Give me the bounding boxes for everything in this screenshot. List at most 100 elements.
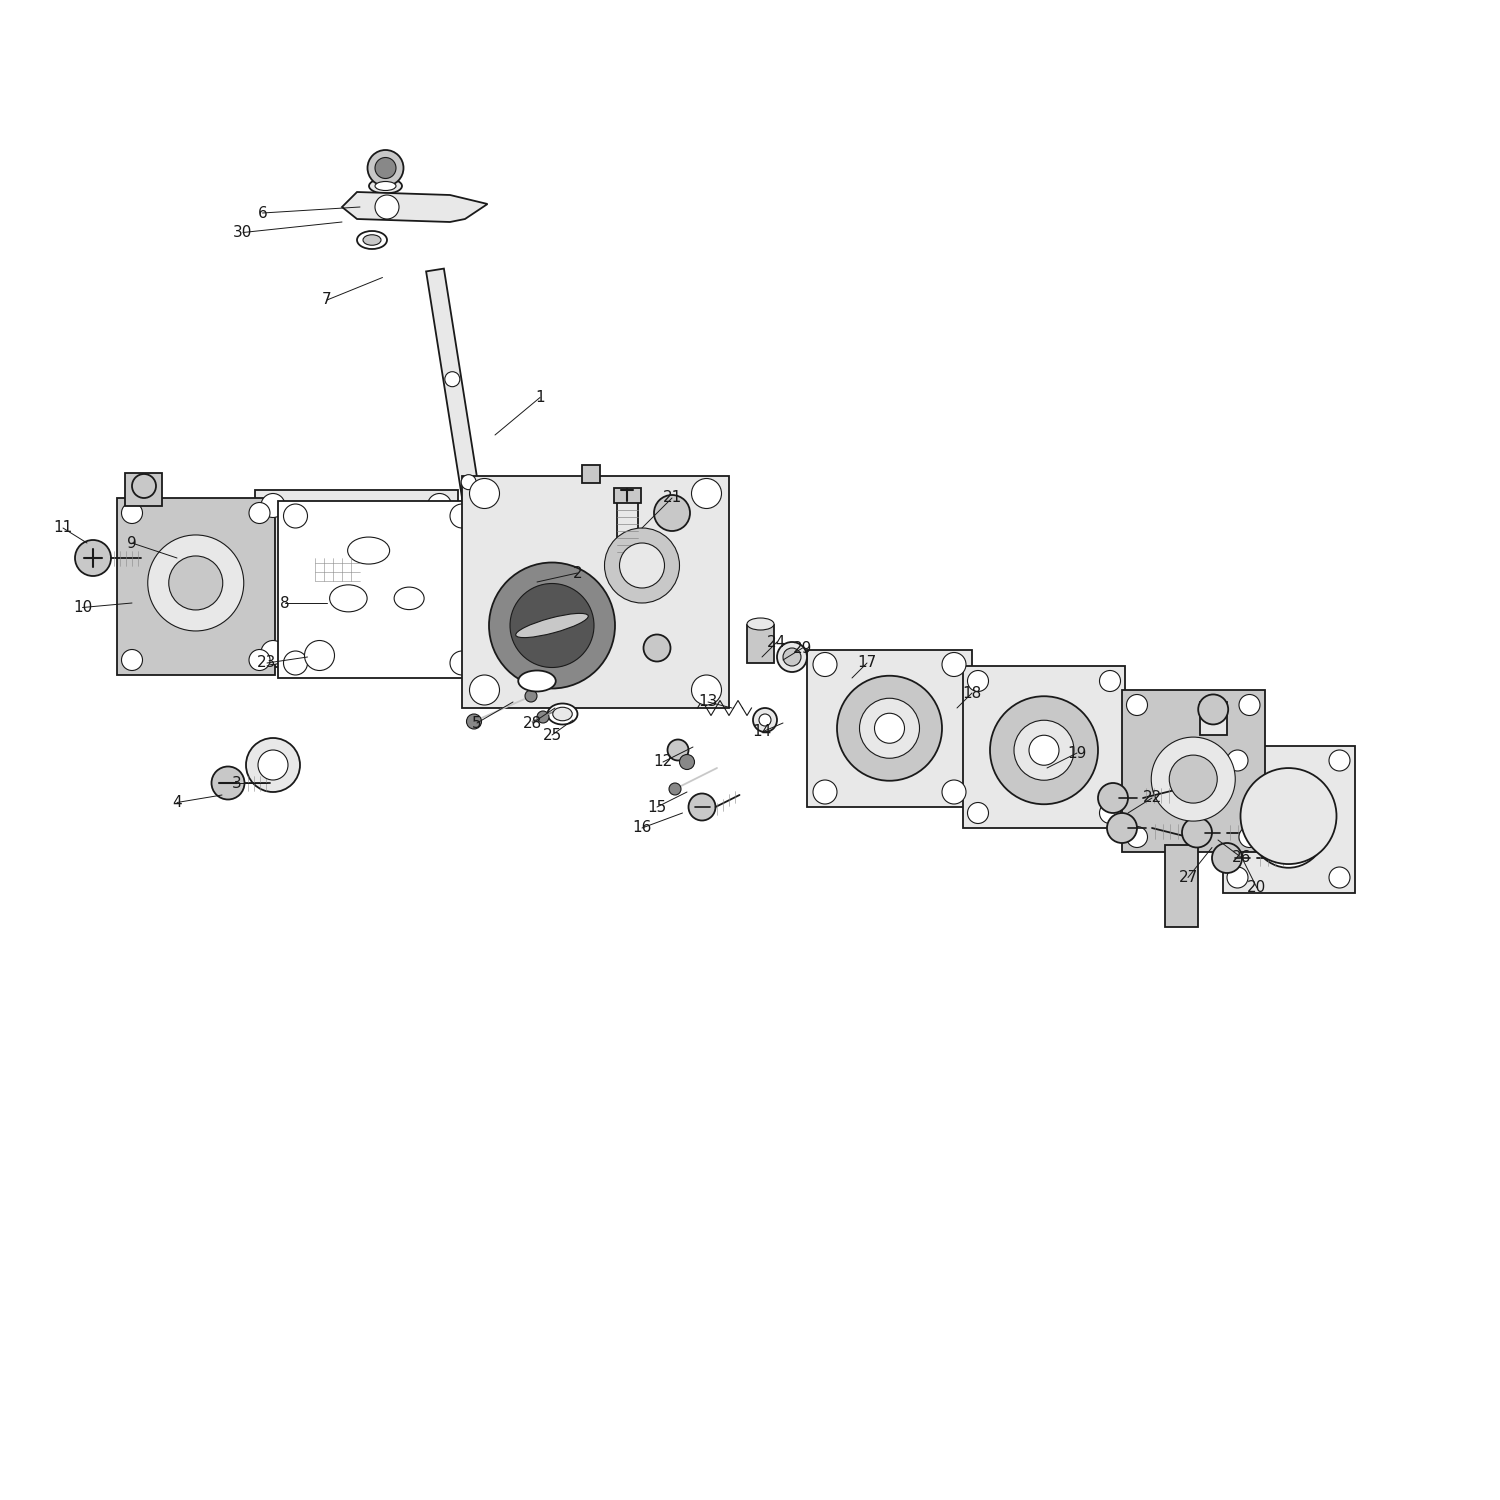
Circle shape xyxy=(304,640,334,670)
Circle shape xyxy=(132,474,156,498)
Text: 26: 26 xyxy=(1233,850,1251,865)
Circle shape xyxy=(75,540,111,576)
Circle shape xyxy=(211,766,244,800)
Polygon shape xyxy=(426,268,494,584)
Text: 24: 24 xyxy=(768,634,786,650)
Ellipse shape xyxy=(394,586,424,609)
Text: 15: 15 xyxy=(648,800,666,814)
Circle shape xyxy=(620,543,664,588)
Circle shape xyxy=(375,158,396,178)
Circle shape xyxy=(1240,768,1336,864)
Circle shape xyxy=(1239,694,1260,715)
Text: 29: 29 xyxy=(794,640,812,656)
Text: 18: 18 xyxy=(963,686,981,700)
Circle shape xyxy=(1329,750,1350,771)
Ellipse shape xyxy=(369,178,402,194)
Text: 1: 1 xyxy=(536,390,544,405)
Circle shape xyxy=(753,708,777,732)
Ellipse shape xyxy=(357,231,387,249)
Circle shape xyxy=(261,640,285,664)
Circle shape xyxy=(644,634,670,662)
Circle shape xyxy=(446,372,460,387)
Circle shape xyxy=(1100,670,1120,692)
Text: 27: 27 xyxy=(1179,870,1197,885)
Circle shape xyxy=(1014,720,1074,780)
Ellipse shape xyxy=(375,182,396,190)
Circle shape xyxy=(1212,843,1242,873)
Circle shape xyxy=(249,650,270,670)
Circle shape xyxy=(680,754,694,770)
Ellipse shape xyxy=(516,614,588,638)
Circle shape xyxy=(466,714,482,729)
Circle shape xyxy=(968,802,988,824)
Circle shape xyxy=(990,696,1098,804)
Circle shape xyxy=(692,478,722,508)
Text: 13: 13 xyxy=(699,694,717,709)
Circle shape xyxy=(1107,813,1137,843)
Bar xyxy=(963,666,1125,828)
Text: 19: 19 xyxy=(1068,746,1086,760)
Circle shape xyxy=(759,714,771,726)
Circle shape xyxy=(688,794,715,820)
Text: 25: 25 xyxy=(543,728,561,742)
Circle shape xyxy=(1029,735,1059,765)
Circle shape xyxy=(1100,802,1120,824)
Text: 9: 9 xyxy=(128,536,136,550)
Bar xyxy=(124,472,162,506)
Circle shape xyxy=(147,536,243,632)
Bar xyxy=(1200,702,1227,735)
Circle shape xyxy=(284,651,308,675)
Circle shape xyxy=(692,675,722,705)
Circle shape xyxy=(450,504,474,528)
Text: 11: 11 xyxy=(54,520,72,536)
Ellipse shape xyxy=(330,585,368,612)
Text: 23: 23 xyxy=(258,656,276,670)
Text: 17: 17 xyxy=(858,656,876,670)
Circle shape xyxy=(942,652,966,676)
Circle shape xyxy=(837,675,942,780)
Circle shape xyxy=(122,503,142,524)
Circle shape xyxy=(450,651,474,675)
Polygon shape xyxy=(342,192,488,222)
Ellipse shape xyxy=(519,670,555,692)
Bar xyxy=(462,476,729,708)
Circle shape xyxy=(246,738,300,792)
Ellipse shape xyxy=(552,708,573,722)
Bar xyxy=(616,503,638,552)
Text: 3: 3 xyxy=(232,776,242,790)
Circle shape xyxy=(783,648,801,666)
Ellipse shape xyxy=(348,537,390,564)
Text: 21: 21 xyxy=(663,490,681,506)
Ellipse shape xyxy=(363,236,381,244)
Bar xyxy=(255,490,458,668)
Circle shape xyxy=(470,478,500,508)
Text: 10: 10 xyxy=(74,600,92,615)
Bar xyxy=(1164,844,1197,927)
Circle shape xyxy=(813,780,837,804)
Circle shape xyxy=(1182,818,1212,848)
Circle shape xyxy=(1126,694,1148,715)
Circle shape xyxy=(368,150,404,186)
Circle shape xyxy=(1170,754,1218,802)
Circle shape xyxy=(375,195,399,219)
Circle shape xyxy=(510,584,594,668)
Circle shape xyxy=(1239,827,1260,848)
Circle shape xyxy=(668,740,688,760)
Text: 6: 6 xyxy=(258,206,267,220)
Bar xyxy=(807,650,972,807)
Circle shape xyxy=(813,652,837,676)
Circle shape xyxy=(874,712,904,742)
Circle shape xyxy=(489,562,615,688)
Circle shape xyxy=(968,670,988,692)
Text: 4: 4 xyxy=(172,795,182,810)
Circle shape xyxy=(168,556,222,610)
Text: 28: 28 xyxy=(524,716,542,730)
Bar xyxy=(1122,690,1264,852)
Circle shape xyxy=(470,675,500,705)
Circle shape xyxy=(460,474,476,489)
Circle shape xyxy=(1329,867,1350,888)
Circle shape xyxy=(284,504,308,528)
Bar xyxy=(582,465,600,483)
Circle shape xyxy=(942,780,966,804)
Text: 2: 2 xyxy=(573,566,582,580)
